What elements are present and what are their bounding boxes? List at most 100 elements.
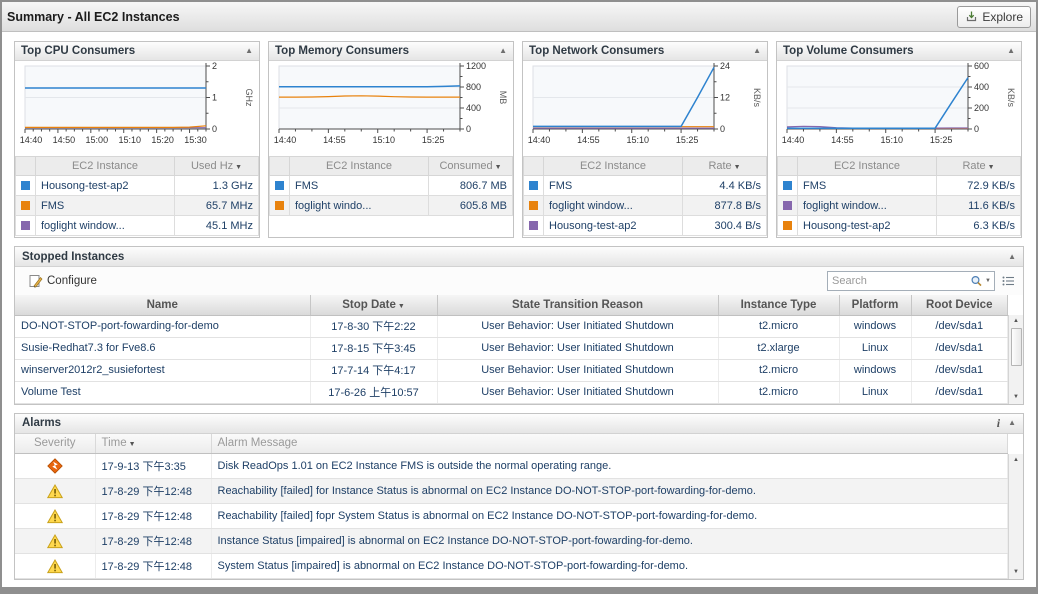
warning-severity-icon <box>46 483 63 498</box>
stopped-instance-row[interactable]: Volume Test 17-6-26 上午10:57 User Behavior:… <box>15 381 1008 404</box>
stopped-instances-title: Stopped Instances <box>22 250 125 263</box>
swatch-cell <box>523 195 544 216</box>
instance-name[interactable]: foglight windo... <box>289 195 429 216</box>
instance-name[interactable]: Housong-test-ap2 <box>35 175 175 196</box>
instance-name[interactable]: foglight window... <box>543 195 683 216</box>
alarm-row[interactable]: 17-8-29 下午12:48 Reachability [failed] fop… <box>15 503 1008 529</box>
severity-cell[interactable] <box>15 528 96 554</box>
column-header-instance-type[interactable]: Instance Type <box>718 295 840 316</box>
stopped-instance-row[interactable]: Susie-Redhat7.3 for Fve8.6 17-8-15 下午3:45… <box>15 337 1008 360</box>
table-customizer-icon[interactable] <box>1002 275 1015 287</box>
collapse-icon[interactable] <box>499 47 507 55</box>
alarm-time: 17-8-29 下午12:48 <box>95 553 212 579</box>
root-device: /dev/sda1 <box>911 381 1008 404</box>
collapse-icon[interactable] <box>1008 419 1016 427</box>
scroll-up-icon[interactable] <box>1009 454 1023 467</box>
svg-text:KB/s: KB/s <box>752 88 762 108</box>
series-color-swatch <box>783 221 792 231</box>
alarms-panel: Alarms i Severity Time Alarm Message 17-… <box>14 412 1024 580</box>
column-header-metric[interactable]: Rate <box>682 156 767 176</box>
swatch-column-header <box>15 156 36 176</box>
configure-button[interactable]: Configure <box>23 271 103 291</box>
instance-name[interactable]: FMS <box>543 175 683 196</box>
column-header-instance[interactable]: EC2 Instance <box>289 156 429 176</box>
collapse-icon[interactable] <box>245 47 253 55</box>
scrollbar-thumb[interactable] <box>1010 328 1022 366</box>
column-header-root-device[interactable]: Root Device <box>911 295 1008 316</box>
search-input[interactable] <box>828 275 971 287</box>
consumer-table-row[interactable]: foglight window... 877.8 B/s <box>523 195 767 216</box>
consumer-table-row[interactable]: FMS 806.7 MB <box>269 175 513 196</box>
instance-name[interactable]: FMS <box>797 175 937 196</box>
stopped-instance-row[interactable]: winserver2012r2_susiefortest 17-7-14 下午4:… <box>15 359 1008 382</box>
state-transition-reason: User Behavior: User Initiated Shutdown <box>437 359 719 382</box>
series-color-swatch <box>783 201 792 211</box>
scroll-down-icon[interactable] <box>1009 566 1023 579</box>
platform: Linux <box>839 381 912 404</box>
instance-name[interactable]: FMS <box>35 195 175 216</box>
instance-name[interactable]: foglight window... <box>35 215 175 236</box>
collapse-icon[interactable] <box>1008 253 1016 261</box>
column-header-stop-date[interactable]: Stop Date <box>310 295 438 316</box>
column-header-instance[interactable]: EC2 Instance <box>797 156 937 176</box>
instance-name[interactable]: Housong-test-ap2 <box>797 215 937 236</box>
instance-name-link[interactable]: Susie-Redhat7.3 for Fve8.6 <box>15 337 311 360</box>
series-color-swatch <box>21 221 30 231</box>
column-header-alarm-message[interactable]: Alarm Message <box>211 433 1008 454</box>
svg-text:15:25: 15:25 <box>930 135 953 145</box>
search-icon[interactable] <box>970 275 983 288</box>
svg-text:15:10: 15:10 <box>880 135 903 145</box>
scroll-up-icon[interactable] <box>1009 315 1023 328</box>
stopped-instance-row[interactable]: DO-NOT-STOP-port-fowarding-for-demo 17-8-… <box>15 315 1008 338</box>
instance-name[interactable]: Housong-test-ap2 <box>543 215 683 236</box>
column-header-instance[interactable]: EC2 Instance <box>543 156 683 176</box>
consumer-table-row[interactable]: foglight windo... 605.8 MB <box>269 195 513 216</box>
app-header: Summary - All EC2 Instances Explore <box>2 2 1036 32</box>
severity-cell[interactable] <box>15 503 96 529</box>
consumer-table-row[interactable]: Housong-test-ap2 6.3 KB/s <box>777 215 1021 236</box>
explore-button[interactable]: Explore <box>957 5 1031 28</box>
consumer-table-row[interactable]: foglight window... 11.6 KB/s <box>777 195 1021 216</box>
column-header-instance[interactable]: EC2 Instance <box>35 156 175 176</box>
consumer-table-row[interactable]: FMS 72.9 KB/s <box>777 175 1021 196</box>
column-header-time[interactable]: Time <box>95 433 212 454</box>
warning-severity-icon <box>46 508 63 523</box>
instance-name[interactable]: FMS <box>289 175 429 196</box>
search-options-caret-icon[interactable] <box>985 278 991 284</box>
fatal-severity-icon <box>46 458 63 474</box>
consumer-table-row[interactable]: Housong-test-ap2 1.3 GHz <box>15 175 259 196</box>
alarm-row[interactable]: 17-8-29 下午12:48 System Status [impaired] … <box>15 553 1008 579</box>
consumer-table-row[interactable]: FMS 4.4 KB/s <box>523 175 767 196</box>
stopped-instances-scrollbar[interactable] <box>1008 315 1023 404</box>
column-header-state-transition-reason[interactable]: State Transition Reason <box>437 295 719 316</box>
severity-cell[interactable] <box>15 553 96 579</box>
severity-cell[interactable] <box>15 478 96 504</box>
column-header-platform[interactable]: Platform <box>839 295 912 316</box>
consumer-table-row[interactable]: foglight window... 45.1 MHz <box>15 215 259 236</box>
instance-name-link[interactable]: Volume Test <box>15 381 311 404</box>
stopped-instances-table-wrap: Name Stop Date State Transition Reason I… <box>15 295 1023 404</box>
column-header-metric[interactable]: Consumed <box>428 156 513 176</box>
alarm-row[interactable]: 17-8-29 下午12:48 Reachability [failed] for… <box>15 478 1008 504</box>
column-header-name[interactable]: Name <box>15 295 311 316</box>
column-header-metric[interactable]: Used Hz <box>174 156 259 176</box>
series-color-swatch <box>275 181 284 191</box>
alarm-row[interactable]: 17-8-29 下午12:48 Instance Status [impaired… <box>15 528 1008 554</box>
alarms-scrollbar[interactable] <box>1008 453 1023 579</box>
collapse-icon[interactable] <box>753 47 761 55</box>
consumer-table-row[interactable]: FMS 65.7 MHz <box>15 195 259 216</box>
alarm-row[interactable]: 17-9-13 下午3:35 Disk ReadOps 1.01 on EC2 I… <box>15 453 1008 479</box>
column-header-metric[interactable]: Rate <box>936 156 1021 176</box>
info-icon[interactable]: i <box>996 416 1001 430</box>
instance-name-link[interactable]: DO-NOT-STOP-port-fowarding-for-demo <box>15 315 311 338</box>
consumer-chart: 0 400 800 1200 MB 14:40 14:55 15:10 15:25 <box>269 61 513 156</box>
consumer-table-row[interactable]: Housong-test-ap2 300.4 B/s <box>523 215 767 236</box>
collapse-icon[interactable] <box>1007 47 1015 55</box>
instance-name-link[interactable]: winserver2012r2_susiefortest <box>15 359 311 382</box>
scroll-down-icon[interactable] <box>1009 391 1023 404</box>
instance-name[interactable]: foglight window... <box>797 195 937 216</box>
instance-type: t2.micro <box>718 315 840 338</box>
severity-cell[interactable] <box>15 453 96 479</box>
column-header-severity[interactable]: Severity <box>15 433 96 454</box>
